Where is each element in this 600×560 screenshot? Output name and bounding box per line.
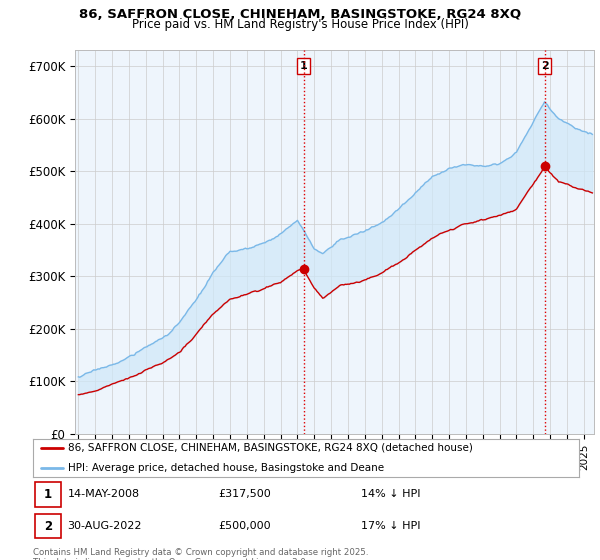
Text: 86, SAFFRON CLOSE, CHINEHAM, BASINGSTOKE, RG24 8XQ: 86, SAFFRON CLOSE, CHINEHAM, BASINGSTOKE… xyxy=(79,8,521,21)
Text: £317,500: £317,500 xyxy=(218,489,271,500)
Text: £500,000: £500,000 xyxy=(218,521,271,531)
FancyBboxPatch shape xyxy=(35,482,61,507)
Text: 1: 1 xyxy=(300,61,308,71)
Text: 2: 2 xyxy=(44,520,52,533)
Text: Contains HM Land Registry data © Crown copyright and database right 2025.
This d: Contains HM Land Registry data © Crown c… xyxy=(33,548,368,560)
FancyBboxPatch shape xyxy=(35,514,61,538)
Text: 30-AUG-2022: 30-AUG-2022 xyxy=(67,521,142,531)
Text: 14-MAY-2008: 14-MAY-2008 xyxy=(67,489,140,500)
Text: Price paid vs. HM Land Registry's House Price Index (HPI): Price paid vs. HM Land Registry's House … xyxy=(131,18,469,31)
Text: HPI: Average price, detached house, Basingstoke and Deane: HPI: Average price, detached house, Basi… xyxy=(68,463,385,473)
Text: 1: 1 xyxy=(44,488,52,501)
Text: 2: 2 xyxy=(541,61,548,71)
Text: 14% ↓ HPI: 14% ↓ HPI xyxy=(361,489,420,500)
Text: 86, SAFFRON CLOSE, CHINEHAM, BASINGSTOKE, RG24 8XQ (detached house): 86, SAFFRON CLOSE, CHINEHAM, BASINGSTOKE… xyxy=(68,443,473,453)
Text: 17% ↓ HPI: 17% ↓ HPI xyxy=(361,521,420,531)
